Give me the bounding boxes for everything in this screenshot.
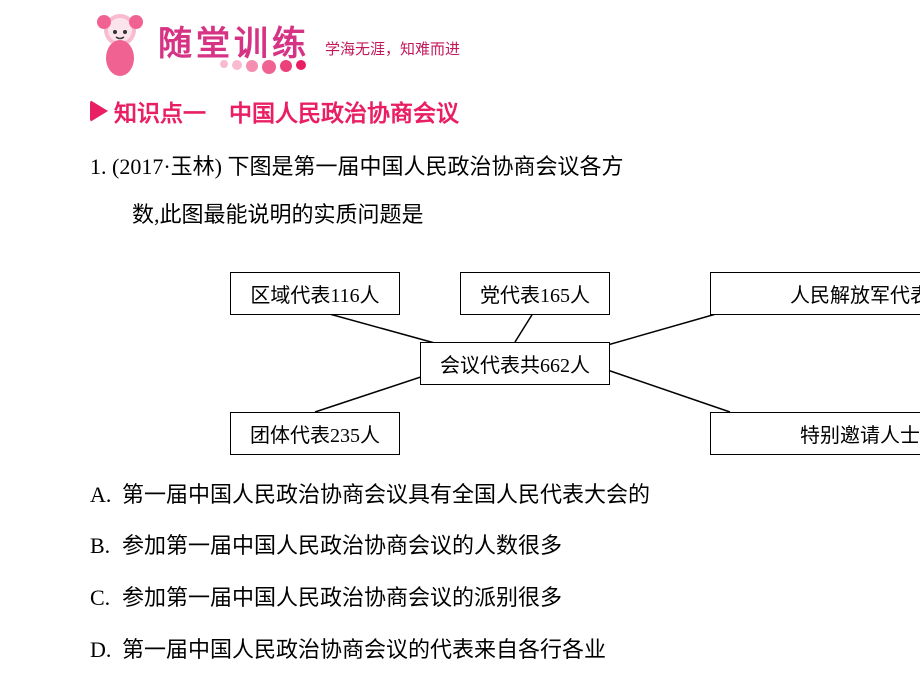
banner-title: 随堂训练 — [158, 16, 310, 65]
option-letter: D. — [90, 629, 122, 671]
option-text: 参加第一届中国人民政治协商会议的派别很多 — [122, 585, 562, 610]
option-text: 参加第一届中国人民政治协商会议的人数很多 — [122, 533, 562, 558]
question-text-1: 下图是第一届中国人民政治协商会议各方 — [227, 154, 623, 179]
diagram-node-party: 党代表165人 — [460, 272, 610, 315]
option-a: A.第一届中国人民政治协商会议具有全国人民代表大会的 — [90, 474, 920, 516]
question-source: (2017·玉林) — [112, 154, 222, 179]
decorative-dots — [220, 60, 306, 74]
mascot-icon — [90, 10, 150, 80]
play-icon — [90, 100, 108, 122]
question-stem-line1: 1. (2017·玉林) 下图是第一届中国人民政治协商会议各方 — [90, 146, 920, 188]
diagram-node-special: 特别邀请人士 — [710, 412, 920, 455]
answer-options: A.第一届中国人民政治协商会议具有全国人民代表大会的 B.参加第一届中国人民政治… — [90, 474, 920, 671]
option-letter: C. — [90, 577, 122, 619]
option-text: 第一届中国人民政治协商会议具有全国人民代表大会的 — [122, 482, 650, 507]
option-letter: B. — [90, 525, 122, 567]
question-stem-line2: 数,此图最能说明的实质问题是 — [132, 194, 920, 236]
diagram-node-center: 会议代表共662人 — [420, 342, 610, 385]
question-number: 1. — [90, 154, 107, 179]
option-b: B.参加第一届中国人民政治协商会议的人数很多 — [90, 525, 920, 567]
org-diagram: 区域代表116人 党代表165人 人民解放军代表 会议代表共662人 团体代表2… — [90, 254, 910, 464]
knowledge-point-row: 知识点一 中国人民政治协商会议 — [90, 94, 920, 128]
banner-subtitle: 学海无涯，知难而进 — [325, 38, 460, 59]
diagram-node-region: 区域代表116人 — [230, 272, 400, 315]
option-c: C.参加第一届中国人民政治协商会议的派别很多 — [90, 577, 920, 619]
option-d: D.第一届中国人民政治协商会议的代表来自各行各业 — [90, 629, 920, 671]
knowledge-point-label: 知识点一 中国人民政治协商会议 — [114, 94, 459, 128]
header-banner: 随堂训练 学海无涯，知难而进 — [90, 10, 920, 90]
option-text: 第一届中国人民政治协商会议的代表来自各行各业 — [122, 637, 606, 662]
diagram-node-org: 团体代表235人 — [230, 412, 400, 455]
diagram-node-pla: 人民解放军代表 — [710, 272, 920, 315]
option-letter: A. — [90, 474, 122, 516]
